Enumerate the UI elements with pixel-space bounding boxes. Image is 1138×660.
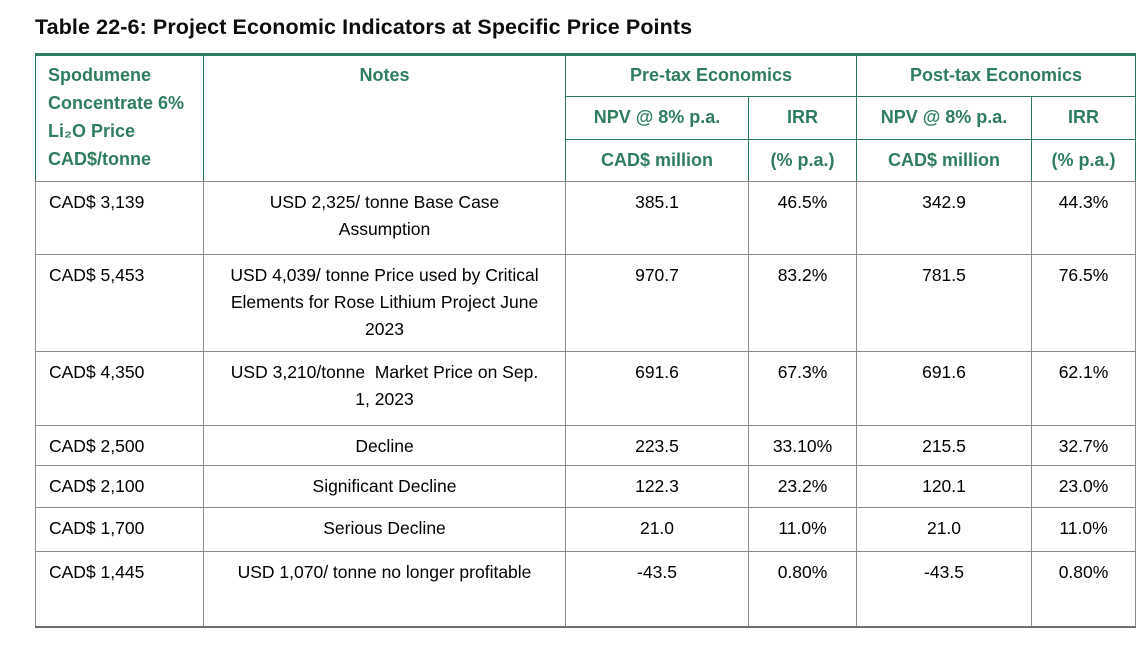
table-row: CAD$ 1,700 Serious Decline 21.0 11.0% 21… <box>35 507 1137 552</box>
notes-cell: USD 1,070/ tonne no longer profitable <box>203 551 566 627</box>
pretax-npv-cell: 970.7 <box>565 254 749 352</box>
header-row-units: CAD$ million (% p.a.) CAD$ million (% p.… <box>36 139 1137 182</box>
pretax-group-header: Pre-tax Economics <box>565 54 857 97</box>
pretax-npv-cell: 385.1 <box>565 181 749 255</box>
pretax-irr-cell: 83.2% <box>748 254 857 352</box>
notes-cell: Decline <box>203 425 566 466</box>
posttax-npv-cell: -43.5 <box>856 551 1032 627</box>
posttax-irr-cell: 32.7% <box>1030 425 1137 466</box>
table-row: CAD$ 5,453 USD 4,039/ tonne Price used b… <box>35 254 1137 352</box>
pretax-npv-unit: CAD$ million <box>565 139 749 182</box>
pretax-irr-cell: 33.10% <box>748 425 857 466</box>
page-title: Table 22-6: Project Economic Indicators … <box>35 15 693 39</box>
posttax-irr-cell: 0.80% <box>1030 551 1137 627</box>
notes-cell: Serious Decline <box>203 507 566 552</box>
price-cell: CAD$ 1,700 <box>35 507 204 552</box>
notes-cell: Significant Decline <box>203 465 566 508</box>
posttax-irr-unit: (% p.a.) <box>1030 139 1137 182</box>
header-row-groups: Spodumene Concentrate 6% Li₂O Price CAD$… <box>35 54 1137 182</box>
posttax-irr-cell: 62.1% <box>1030 351 1137 426</box>
posttax-irr-header: IRR <box>1030 96 1137 140</box>
pretax-irr-cell: 0.80% <box>748 551 857 627</box>
posttax-npv-unit: CAD$ million <box>856 139 1032 182</box>
posttax-group-header: Post-tax Economics <box>855 54 1137 97</box>
posttax-npv-cell: 342.9 <box>856 181 1032 255</box>
price-cell: CAD$ 2,100 <box>35 465 204 508</box>
posttax-npv-cell: 691.6 <box>856 351 1032 426</box>
table-row: CAD$ 2,500 Decline 223.5 33.10% 215.5 32… <box>35 425 1137 466</box>
posttax-npv-cell: 21.0 <box>856 507 1032 552</box>
price-column-header: Spodumene Concentrate 6% Li₂O Price CAD$… <box>35 54 204 182</box>
price-cell: CAD$ 1,445 <box>35 551 204 627</box>
pretax-irr-cell: 46.5% <box>748 181 857 255</box>
pretax-irr-unit: (% p.a.) <box>748 139 857 182</box>
pretax-irr-cell: 11.0% <box>748 507 857 552</box>
table-row: CAD$ 3,139 USD 2,325/ tonne Base Case As… <box>35 181 1137 255</box>
pretax-npv-header: NPV @ 8% p.a. <box>565 96 749 140</box>
price-cell: CAD$ 3,139 <box>35 181 204 255</box>
pretax-npv-cell: 223.5 <box>565 425 749 466</box>
price-cell: CAD$ 2,500 <box>35 425 204 466</box>
pretax-irr-cell: 23.2% <box>748 465 857 508</box>
posttax-irr-cell: 23.0% <box>1030 465 1137 508</box>
pretax-irr-cell: 67.3% <box>748 351 857 426</box>
notes-column-header: Notes <box>203 54 566 182</box>
notes-cell: USD 3,210/tonne Market Price on Sep. 1, … <box>203 351 566 426</box>
posttax-npv-cell: 120.1 <box>856 465 1032 508</box>
price-cell: CAD$ 5,453 <box>35 254 204 352</box>
notes-cell: USD 2,325/ tonne Base Case Assumption <box>203 181 566 255</box>
posttax-npv-cell: 781.5 <box>856 254 1032 352</box>
posttax-irr-cell: 11.0% <box>1030 507 1137 552</box>
notes-cell: USD 4,039/ tonne Price used by Critical … <box>203 254 566 352</box>
pretax-irr-header: IRR <box>748 96 857 140</box>
header-row-metrics: NPV @ 8% p.a. IRR NPV @ 8% p.a. IRR <box>36 96 1137 140</box>
posttax-npv-header: NPV @ 8% p.a. <box>856 96 1032 140</box>
posttax-irr-cell: 44.3% <box>1030 181 1137 255</box>
pretax-npv-cell: -43.5 <box>565 551 749 627</box>
posttax-irr-cell: 76.5% <box>1030 254 1137 352</box>
table-row: CAD$ 4,350 USD 3,210/tonne Market Price … <box>35 351 1137 426</box>
pretax-npv-cell: 691.6 <box>565 351 749 426</box>
posttax-npv-cell: 215.5 <box>856 425 1032 466</box>
pretax-npv-cell: 21.0 <box>565 507 749 552</box>
pretax-npv-cell: 122.3 <box>565 465 749 508</box>
economics-table: Spodumene Concentrate 6% Li₂O Price CAD$… <box>35 53 1137 628</box>
table-row: CAD$ 1,445 USD 1,070/ tonne no longer pr… <box>35 551 1137 627</box>
table-row: CAD$ 2,100 Significant Decline 122.3 23.… <box>35 465 1137 508</box>
price-cell: CAD$ 4,350 <box>35 351 204 426</box>
